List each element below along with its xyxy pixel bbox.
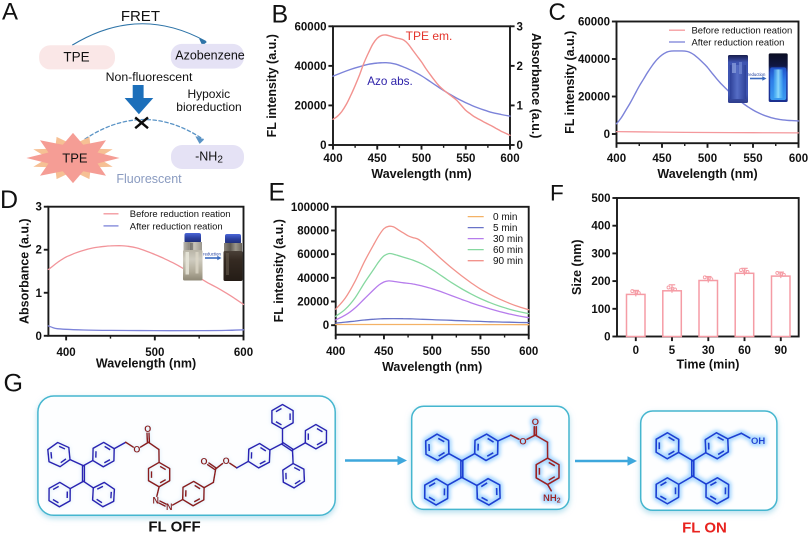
svg-text:5: 5 [669, 345, 676, 357]
svg-text:OH: OH [751, 436, 765, 447]
svg-text:After reduction reation: After reduction reation [130, 221, 223, 232]
svg-text:Wavelength (nm): Wavelength (nm) [371, 167, 471, 181]
svg-text:After reduction reation: After reduction reation [692, 37, 785, 48]
svg-text:80000: 80000 [297, 226, 329, 238]
svg-text:2: 2 [35, 245, 41, 257]
svg-text:0: 0 [35, 331, 41, 343]
svg-text:TPE: TPE [62, 151, 88, 166]
svg-text:60000: 60000 [295, 21, 327, 33]
svg-text:O: O [200, 457, 207, 467]
svg-text:100000: 100000 [291, 202, 329, 214]
svg-text:600: 600 [234, 347, 253, 359]
svg-text:5 min: 5 min [493, 223, 517, 234]
svg-text:0 min: 0 min [493, 212, 517, 223]
svg-text:FL OFF: FL OFF [148, 519, 200, 536]
svg-text:90: 90 [774, 345, 787, 357]
svg-text:reduction: reduction [203, 252, 221, 257]
svg-text:1: 1 [517, 100, 524, 112]
svg-text:Size (nm): Size (nm) [570, 239, 584, 295]
svg-text:550: 550 [456, 153, 475, 165]
svg-text:FL intensity (a.u.): FL intensity (a.u.) [272, 219, 286, 322]
svg-text:D: D [0, 186, 18, 214]
svg-text:E: E [269, 179, 286, 207]
svg-text:TPE: TPE [63, 49, 89, 64]
svg-text:FL intensity (a.u.): FL intensity (a.u.) [265, 34, 279, 137]
svg-text:20000: 20000 [578, 92, 610, 104]
svg-text:TPE em.: TPE em. [406, 29, 453, 43]
svg-text:90 min: 90 min [493, 256, 523, 267]
svg-text:3: 3 [35, 202, 41, 214]
svg-text:400: 400 [323, 153, 342, 165]
svg-text:0: 0 [604, 332, 610, 344]
svg-text:550: 550 [471, 346, 490, 358]
svg-text:60 min: 60 min [493, 245, 523, 256]
svg-text:550: 550 [743, 153, 762, 165]
svg-text:B: B [272, 0, 289, 28]
svg-text:G: G [4, 370, 23, 398]
svg-text:400: 400 [326, 346, 345, 358]
svg-text:C: C [549, 0, 566, 26]
svg-text:Wavelength (nm): Wavelength (nm) [382, 360, 482, 374]
svg-text:40000: 40000 [297, 273, 329, 285]
svg-text:3: 3 [517, 21, 523, 33]
svg-text:1: 1 [35, 288, 42, 300]
svg-text:400: 400 [607, 153, 626, 165]
svg-text:40000: 40000 [295, 61, 327, 73]
svg-text:500: 500 [412, 153, 431, 165]
svg-text:600: 600 [789, 153, 808, 165]
svg-text:Azo abs.: Azo abs. [367, 75, 412, 88]
svg-text:bioreduction: bioreduction [176, 100, 241, 114]
svg-text:100: 100 [591, 304, 610, 316]
svg-text:Fluorescent: Fluorescent [116, 172, 182, 186]
svg-text:500: 500 [423, 346, 442, 358]
svg-text:O: O [532, 417, 539, 428]
svg-text:FL intensity (a.u.): FL intensity (a.u.) [563, 31, 577, 134]
svg-text:450: 450 [374, 346, 393, 358]
svg-text:0: 0 [604, 129, 610, 141]
svg-text:Azobenzene: Azobenzene [175, 49, 245, 63]
svg-text:200: 200 [591, 276, 610, 288]
svg-text:O: O [519, 437, 526, 448]
svg-text:20000: 20000 [297, 297, 329, 309]
svg-text:Before reduction reation: Before reduction reation [130, 209, 231, 220]
svg-text:0: 0 [633, 345, 639, 357]
svg-text:400: 400 [57, 347, 76, 359]
svg-text:0: 0 [517, 140, 523, 152]
svg-text:A: A [2, 0, 18, 25]
svg-text:F: F [550, 181, 564, 206]
svg-text:Time (min): Time (min) [677, 358, 740, 372]
svg-text:30: 30 [702, 345, 715, 357]
svg-text:N: N [166, 502, 173, 512]
svg-text:30 min: 30 min [493, 234, 523, 245]
svg-text:Before reduction reation: Before reduction reation [692, 25, 793, 36]
svg-text:N: N [153, 495, 160, 505]
svg-text:O: O [223, 456, 230, 466]
svg-text:500: 500 [591, 193, 610, 205]
svg-text:2: 2 [517, 61, 523, 73]
svg-text:0: 0 [320, 140, 326, 152]
svg-text:Absorbance (a.u.): Absorbance (a.u.) [529, 33, 543, 139]
svg-text:Absorbance (a.u.): Absorbance (a.u.) [18, 218, 32, 324]
svg-text:600: 600 [500, 153, 519, 165]
svg-text:Wavelength (nm): Wavelength (nm) [96, 357, 196, 371]
svg-text:FRET: FRET [121, 8, 160, 25]
svg-text:450: 450 [368, 153, 387, 165]
svg-text:Non-fluorescent: Non-fluorescent [106, 70, 193, 84]
svg-text:O: O [133, 445, 140, 455]
svg-text:FL ON: FL ON [682, 520, 727, 537]
svg-text:60000: 60000 [297, 249, 329, 261]
svg-text:60: 60 [738, 345, 751, 357]
svg-text:Wavelength (nm): Wavelength (nm) [657, 167, 757, 181]
svg-text:400: 400 [591, 221, 610, 233]
svg-text:20000: 20000 [295, 100, 327, 112]
svg-text:300: 300 [591, 248, 610, 260]
svg-text:0: 0 [323, 320, 329, 332]
svg-text:500: 500 [698, 153, 717, 165]
svg-text:reduction: reduction [748, 72, 766, 77]
svg-text:450: 450 [652, 153, 671, 165]
svg-text:O: O [144, 424, 151, 434]
svg-text:600: 600 [519, 346, 538, 358]
svg-text:60000: 60000 [578, 17, 610, 29]
svg-text:40000: 40000 [578, 54, 610, 66]
